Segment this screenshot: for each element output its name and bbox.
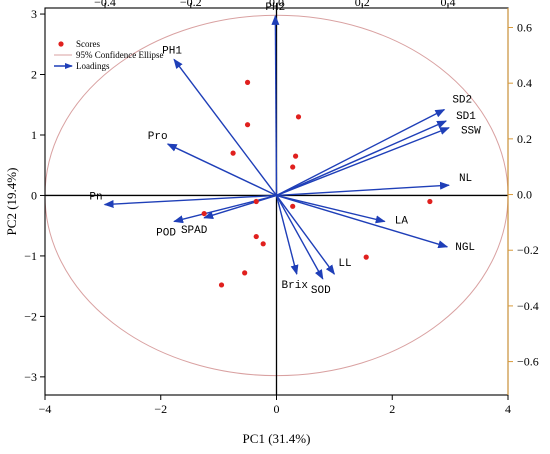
y-tick-label: −2 [24, 309, 37, 323]
score-point-14 [242, 270, 248, 276]
legend-loadings-label: Loadings [76, 61, 110, 71]
y-tick-label: −3 [24, 370, 37, 384]
y-tick-label: 2 [31, 68, 37, 82]
score-point-11 [253, 233, 259, 240]
loading-label-pod: POD [156, 227, 176, 239]
right-tick-label: −0.2 [517, 243, 539, 257]
x-tick-label: 0 [274, 402, 280, 416]
y-tick-label: 0 [31, 188, 37, 202]
x-tick-label: −2 [154, 402, 167, 416]
loading-vector-spad [203, 194, 277, 219]
loading-vector-sd1 [276, 120, 447, 197]
loading-label-ph1: PH1 [162, 45, 182, 57]
loading-vector-ph2 [271, 14, 280, 196]
x-tick-label: 2 [389, 402, 395, 416]
loading-label-la: LA [395, 215, 409, 227]
loading-label-spad: SPAD [181, 225, 208, 237]
right-tick-label: −0.4 [517, 299, 539, 313]
loading-vector-brix [275, 195, 299, 276]
loading-vector-pod [173, 194, 277, 224]
loading-vector-nl [276, 181, 450, 197]
top-tick-label: 0.4 [440, 0, 455, 9]
top-tick-label: 0.0 [269, 0, 284, 9]
legend-scores-marker [58, 41, 64, 47]
y-axis-title: PC2 (19.4%) [4, 168, 19, 236]
loading-vector-ssw [276, 127, 450, 197]
right-tick-label: 0.4 [517, 76, 532, 90]
x-tick-label: −4 [39, 402, 52, 416]
loading-vector-sod [275, 195, 324, 280]
loading-vector-pn [103, 194, 277, 209]
zero-lines-layer [45, 8, 508, 395]
top-tick-label: −0.4 [94, 0, 116, 9]
right-tick-label: 0.0 [517, 188, 532, 202]
loading-label-pn: Pn [89, 192, 102, 204]
score-point-10 [427, 198, 433, 205]
top-tick-label: 0.2 [355, 0, 370, 9]
loading-label-brix: Brix [282, 280, 309, 292]
score-point-2 [244, 122, 251, 128]
legend-ellipse-label: 95% Confidence Ellipse [76, 50, 163, 60]
right-tick-label: 0.6 [517, 20, 532, 34]
right-tick-label: −0.6 [517, 355, 539, 369]
top-tick-label: −0.2 [180, 0, 202, 9]
loading-vector-sd2 [276, 108, 446, 197]
score-point-8 [290, 203, 296, 209]
score-point-7 [253, 198, 259, 205]
score-point-15 [218, 282, 225, 288]
score-point-5 [292, 153, 299, 159]
loading-label-pro: Pro [148, 131, 168, 143]
right-tick-label: 0.2 [517, 132, 532, 146]
score-point-9 [201, 210, 207, 217]
score-point-12 [260, 241, 266, 247]
loading-label-ngl: NGL [455, 242, 475, 254]
axes-layer: −4 −2 0 2 4 −3 −2 −1 0 1 2 3 −0.4 −0.2 0.0 0.2 0.4 −0.6 −0… [24, 0, 539, 416]
loading-vector-la [276, 194, 386, 224]
loading-label-sd2: SD2 [452, 95, 472, 107]
x-axis-title: PC1 (31.4%) [243, 431, 311, 446]
legend-scores-label: Scores [76, 39, 100, 49]
loading-vector-ll [275, 195, 335, 275]
score-point-4 [295, 114, 302, 120]
y-tick-label: 1 [31, 128, 37, 142]
loading-label-nl: NL [459, 173, 472, 185]
y-tick-label: −1 [24, 249, 37, 263]
loading-vector-ph1 [173, 58, 278, 196]
loading-label-ll: LL [338, 258, 351, 270]
score-point-1 [244, 79, 251, 85]
score-point-3 [230, 150, 236, 156]
loading-label-sod: SOD [311, 285, 331, 297]
loading-label-ssw: SSW [461, 126, 481, 138]
score-point-6 [290, 164, 296, 170]
scores-layer [201, 79, 433, 288]
loading-vector-pro [166, 143, 277, 197]
x-tick-label: 4 [505, 402, 511, 416]
y-tick-label: 3 [31, 7, 37, 21]
score-point-13 [363, 254, 369, 260]
loading-label-sd1: SD1 [456, 111, 476, 123]
loading-vector-ngl [276, 194, 449, 249]
